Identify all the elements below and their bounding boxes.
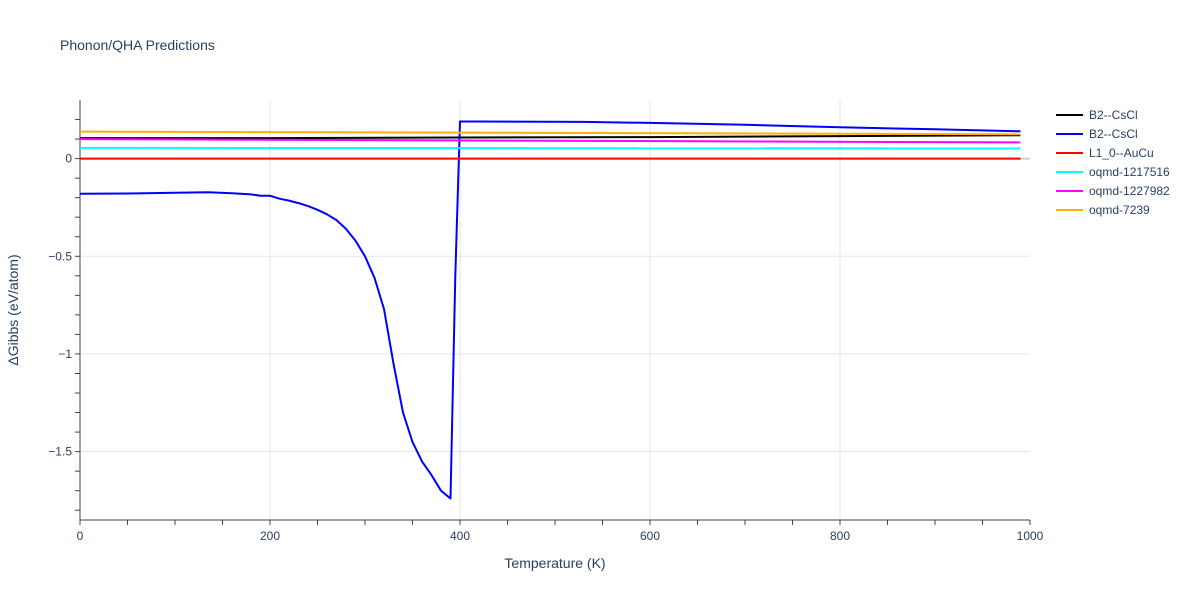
series-line-4 — [79, 138, 1021, 144]
chart-title: Phonon/QHA Predictions — [60, 37, 215, 53]
y-tick-label: −1 — [58, 347, 72, 361]
x-tick-label: 200 — [260, 529, 280, 543]
y-tick-label: −1.5 — [48, 445, 72, 459]
y-axis-label: ΔGibbs (eV/atom) — [5, 254, 21, 365]
x-axis-label: Temperature (K) — [504, 555, 605, 571]
legend-label-3: oqmd-1217516 — [1089, 165, 1170, 179]
series-line-5 — [79, 130, 1021, 136]
legend-label-0: B2--CsCl — [1089, 108, 1138, 122]
x-tick-label: 0 — [77, 529, 84, 543]
legend-label-4: oqmd-1227982 — [1089, 184, 1170, 198]
x-tick-label: 800 — [830, 529, 850, 543]
grid-lines — [80, 100, 1030, 520]
series-line-1 — [79, 120, 1021, 500]
series-line-0 — [80, 134, 1021, 140]
x-tick-label: 600 — [640, 529, 660, 543]
legend: B2--CsCl B2--CsCl L1_0--AuCu oqmd-1217516 oq… — [1056, 108, 1170, 217]
y-tick-label: −0.5 — [48, 249, 72, 263]
x-tick-label: 1000 — [1017, 529, 1044, 543]
x-tick-label: 400 — [450, 529, 470, 543]
axes: 0 200 400 600 800 1000 0 −0.5 −1 −1.5 — [48, 100, 1044, 543]
legend-label-2: L1_0--AuCu — [1089, 146, 1154, 160]
legend-label-5: oqmd-7239 — [1089, 203, 1150, 217]
legend-label-1: B2--CsCl — [1089, 127, 1138, 141]
y-tick-label: 0 — [65, 152, 72, 166]
plot-area — [79, 120, 1021, 500]
series-line-3 — [79, 146, 1021, 150]
